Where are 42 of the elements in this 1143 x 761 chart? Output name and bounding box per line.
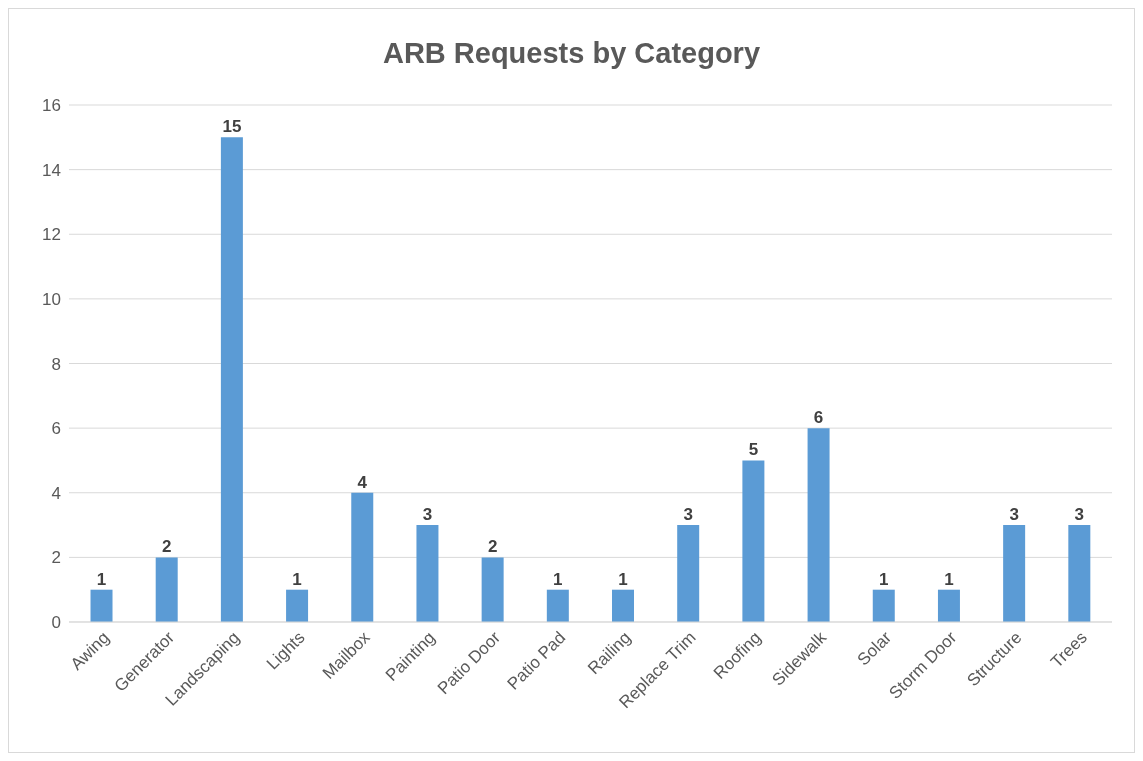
bar bbox=[1003, 525, 1026, 622]
data-label: 5 bbox=[748, 440, 759, 460]
bar bbox=[286, 589, 309, 622]
bar bbox=[416, 525, 439, 622]
data-label: 3 bbox=[683, 505, 693, 525]
data-label: 2 bbox=[487, 537, 498, 557]
data-label: 3 bbox=[422, 505, 433, 525]
bar bbox=[481, 557, 504, 622]
bar bbox=[220, 137, 243, 622]
y-tick-label: 10 bbox=[42, 289, 61, 309]
data-label: 1 bbox=[96, 569, 107, 589]
bar bbox=[546, 589, 569, 622]
bar bbox=[1068, 525, 1091, 622]
y-tick-label: 14 bbox=[42, 160, 61, 180]
data-label: 4 bbox=[357, 472, 368, 492]
data-label: 1 bbox=[618, 569, 628, 589]
bar bbox=[742, 460, 765, 622]
data-label: 6 bbox=[813, 408, 824, 428]
y-tick-label: 6 bbox=[51, 419, 61, 439]
bar bbox=[612, 589, 635, 622]
data-label: 1 bbox=[292, 569, 302, 589]
data-label: 1 bbox=[944, 569, 954, 589]
bar bbox=[872, 589, 895, 622]
data-label: 2 bbox=[161, 537, 172, 557]
y-tick-label: 16 bbox=[42, 96, 61, 116]
data-label: 1 bbox=[879, 569, 889, 589]
data-label: 1 bbox=[553, 569, 563, 589]
y-tick-label: 4 bbox=[51, 483, 61, 503]
bar bbox=[90, 589, 113, 622]
y-tick-label: 0 bbox=[51, 613, 61, 633]
bar bbox=[937, 589, 960, 622]
y-tick-label: 8 bbox=[51, 354, 61, 374]
y-tick-label: 12 bbox=[42, 225, 61, 245]
y-tick-label: 2 bbox=[51, 548, 61, 568]
data-label: 3 bbox=[1074, 505, 1085, 525]
bar bbox=[807, 428, 830, 622]
data-label: 3 bbox=[1009, 505, 1019, 525]
data-label: 15 bbox=[222, 117, 242, 137]
bar bbox=[351, 492, 374, 622]
bar bbox=[677, 525, 700, 622]
chart-title: ARB Requests by Category bbox=[381, 37, 762, 70]
bar bbox=[155, 557, 178, 622]
